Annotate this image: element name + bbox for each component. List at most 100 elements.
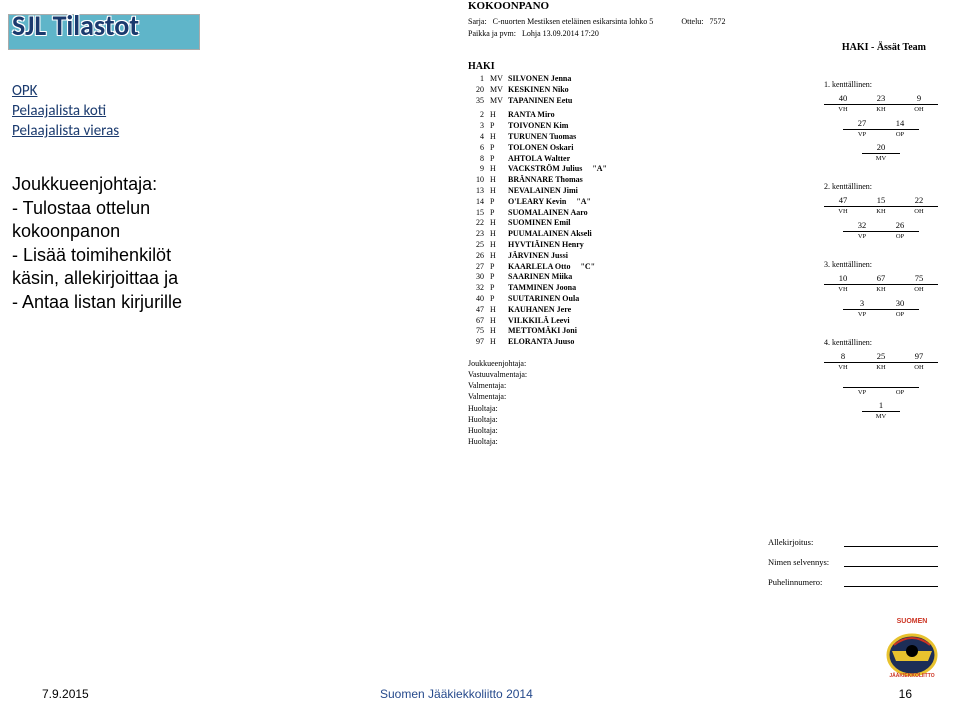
nav-away-roster[interactable]: Pelaajalista vieras	[12, 122, 119, 140]
player-name: AHTOLA Waltter	[508, 154, 570, 165]
player-num: 27	[468, 262, 484, 273]
nav-home-roster[interactable]: Pelaajalista koti	[12, 102, 119, 120]
formation-cell: 22OH	[900, 195, 938, 215]
player-num: 32	[468, 283, 484, 294]
svg-text:JÄÄKIEKKOLIITTO: JÄÄKIEKKOLIITTO	[889, 672, 934, 679]
player-num: 3	[468, 121, 484, 132]
instr-3: kokoonpanon	[12, 220, 252, 243]
player-name: SILVONEN Jenna	[508, 74, 571, 85]
player-num: 13	[468, 186, 484, 197]
formation-cell-mv: 20MV	[862, 142, 900, 162]
player-pos: MV	[490, 96, 508, 107]
formation-cell: 75OH	[900, 273, 938, 293]
formation-cell: 9OH	[900, 93, 938, 113]
player-pos: P	[490, 294, 508, 305]
instructions-block: Joukkueenjohtaja: - Tulostaa ottelun kok…	[12, 173, 252, 314]
player-num: 20	[468, 85, 484, 96]
phone-line	[844, 577, 938, 587]
player-name: PUUMALAINEN Akseli	[508, 229, 592, 240]
player-name: METTOMÄKI Joni	[508, 326, 577, 337]
player-num: 2	[468, 110, 484, 121]
player-pos: H	[490, 316, 508, 327]
player-name: NEVALAINEN Jimi	[508, 186, 578, 197]
formation-cell: 40VH	[824, 93, 862, 113]
formation-cell: 14OP	[881, 118, 919, 138]
player-pos: MV	[490, 74, 508, 85]
player-pos: MV	[490, 85, 508, 96]
player-pos: H	[490, 337, 508, 348]
player-name: TOIVONEN Kim	[508, 121, 568, 132]
player-pos: H	[490, 251, 508, 262]
sig-label: Allekirjoitus:	[768, 537, 844, 547]
phone-label: Puhelinnumero:	[768, 577, 844, 587]
formation-cell: 32VP	[843, 220, 881, 240]
player-num: 30	[468, 272, 484, 283]
player-pos: H	[490, 240, 508, 251]
series-value: C-nuorten Mestiksen eteläinen esikarsint…	[493, 17, 654, 26]
player-pos: P	[490, 197, 508, 208]
player-name: SUOMALAINEN Aaro	[508, 208, 588, 219]
instr-5: käsin, allekirjoittaa ja	[12, 267, 252, 290]
match-label: Ottelu:	[681, 17, 703, 26]
formation-cell: 10VH	[824, 273, 862, 293]
sig-phone: Puhelinnumero:	[768, 577, 938, 587]
player-name: HYVTIÄINEN Henry	[508, 240, 584, 251]
formation-cell: 26OP	[881, 220, 919, 240]
player-num: 9	[468, 164, 484, 175]
formation-cell: 67KH	[862, 273, 900, 293]
instr-6: - Antaa listan kirjurille	[12, 291, 252, 314]
formation-cell: 27VP	[843, 118, 881, 138]
player-pos: H	[490, 326, 508, 337]
player-num: 35	[468, 96, 484, 107]
player-name: SUUTARINEN Oula	[508, 294, 579, 305]
formation-title: 1. kenttällinen:	[824, 80, 938, 89]
name-label: Nimen selvennys:	[768, 557, 844, 567]
formation-block: 3. kenttällinen:10VH67KH75OH3VP30OP	[824, 260, 938, 318]
instr-1: Joukkueenjohtaja:	[12, 173, 252, 196]
player-num: 75	[468, 326, 484, 337]
team-name: HAKI	[468, 61, 948, 72]
player-num: 26	[468, 251, 484, 262]
player-name: JÄRVINEN Jussi	[508, 251, 568, 262]
player-name: TAPANINEN Eetu	[508, 96, 572, 107]
footer-org: Suomen Jääkiekkoliitto 2014	[380, 687, 533, 701]
player-num: 25	[468, 240, 484, 251]
player-num: 4	[468, 132, 484, 143]
player-pos: H	[490, 132, 508, 143]
player-num: 22	[468, 218, 484, 229]
formation-title: 4. kenttällinen:	[824, 338, 938, 347]
player-pos: H	[490, 186, 508, 197]
page-title: SJL Tilastot	[12, 8, 139, 43]
instr-4: - Lisää toimihenkilöt	[12, 244, 252, 267]
player-name: KAARLELA Otto	[508, 262, 570, 273]
player-mark: "C"	[580, 262, 595, 273]
player-num: 15	[468, 208, 484, 219]
name-line	[844, 557, 938, 567]
nav-opk[interactable]: OPK	[12, 82, 119, 100]
signature-block: Allekirjoitus: Nimen selvennys: Puhelinn…	[768, 537, 938, 597]
player-pos: P	[490, 262, 508, 273]
formation-cell: 47VH	[824, 195, 862, 215]
formation-cell: 30OP	[881, 298, 919, 318]
sig-signature: Allekirjoitus:	[768, 537, 938, 547]
roster-meta-1: Sarja:C-nuorten Mestiksen eteläinen esik…	[468, 16, 948, 26]
formation-block: 1. kenttällinen:40VH23KH9OH27VP14OP20MV	[824, 80, 938, 162]
roster-heading: KOKOONPANO	[468, 0, 948, 12]
footer-page: 16	[899, 687, 912, 701]
player-num: 6	[468, 143, 484, 154]
federation-logo: SUOMEN JÄÄKIEKKOLIITTO	[872, 607, 952, 679]
player-num: 97	[468, 337, 484, 348]
player-mark: "A"	[576, 197, 591, 208]
formations: 1. kenttällinen:40VH23KH9OH27VP14OP20MV2…	[824, 80, 938, 440]
player-name: VACKSTRÖM Julius	[508, 164, 582, 175]
player-name: BRÄNNARE Thomas	[508, 175, 583, 186]
formation-cell-mv: 1MV	[862, 400, 900, 420]
player-name: RANTA Miro	[508, 110, 555, 121]
player-num: 23	[468, 229, 484, 240]
formation-cell: 3VP	[843, 298, 881, 318]
formation-cell: 25KH	[862, 351, 900, 371]
player-num: 47	[468, 305, 484, 316]
formation-cell: VP	[843, 376, 881, 396]
player-pos: H	[490, 229, 508, 240]
player-name: SUOMINEN Emil	[508, 218, 570, 229]
